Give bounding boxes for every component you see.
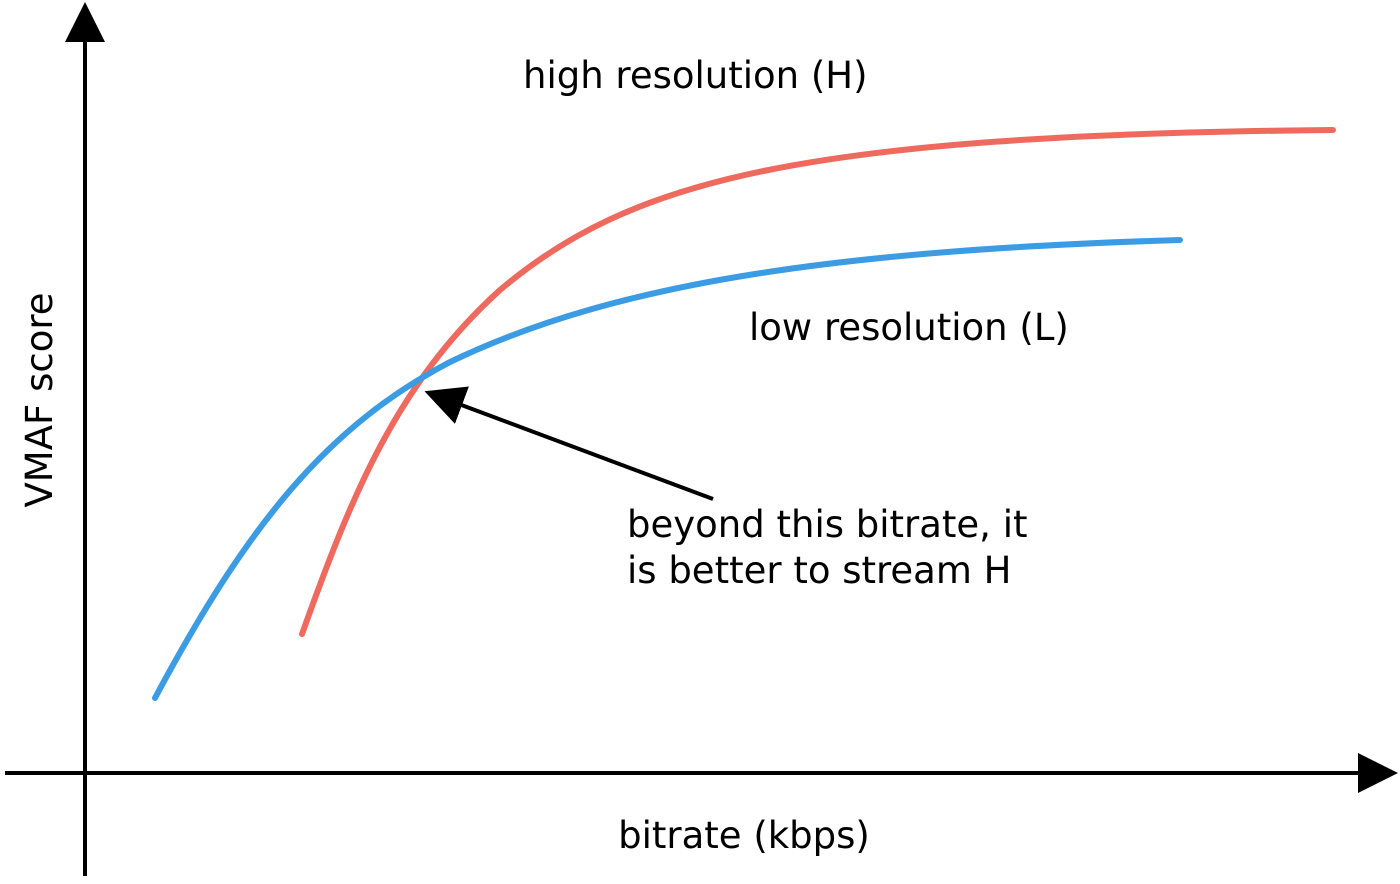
x-axis-label: bitrate (kbps) (618, 814, 870, 857)
curve-label: low resolution (L) (749, 306, 1069, 349)
y-axis-label: VMAF score (18, 292, 61, 507)
annotation-line: is better to stream H (627, 549, 1011, 592)
annotation-line: beyond this bitrate, it (627, 503, 1028, 546)
curve-label: high resolution (H) (523, 54, 868, 97)
annotation-arrow (424, 386, 714, 501)
high-res-curve (299, 127, 1336, 637)
low-res-curve (152, 237, 1183, 701)
